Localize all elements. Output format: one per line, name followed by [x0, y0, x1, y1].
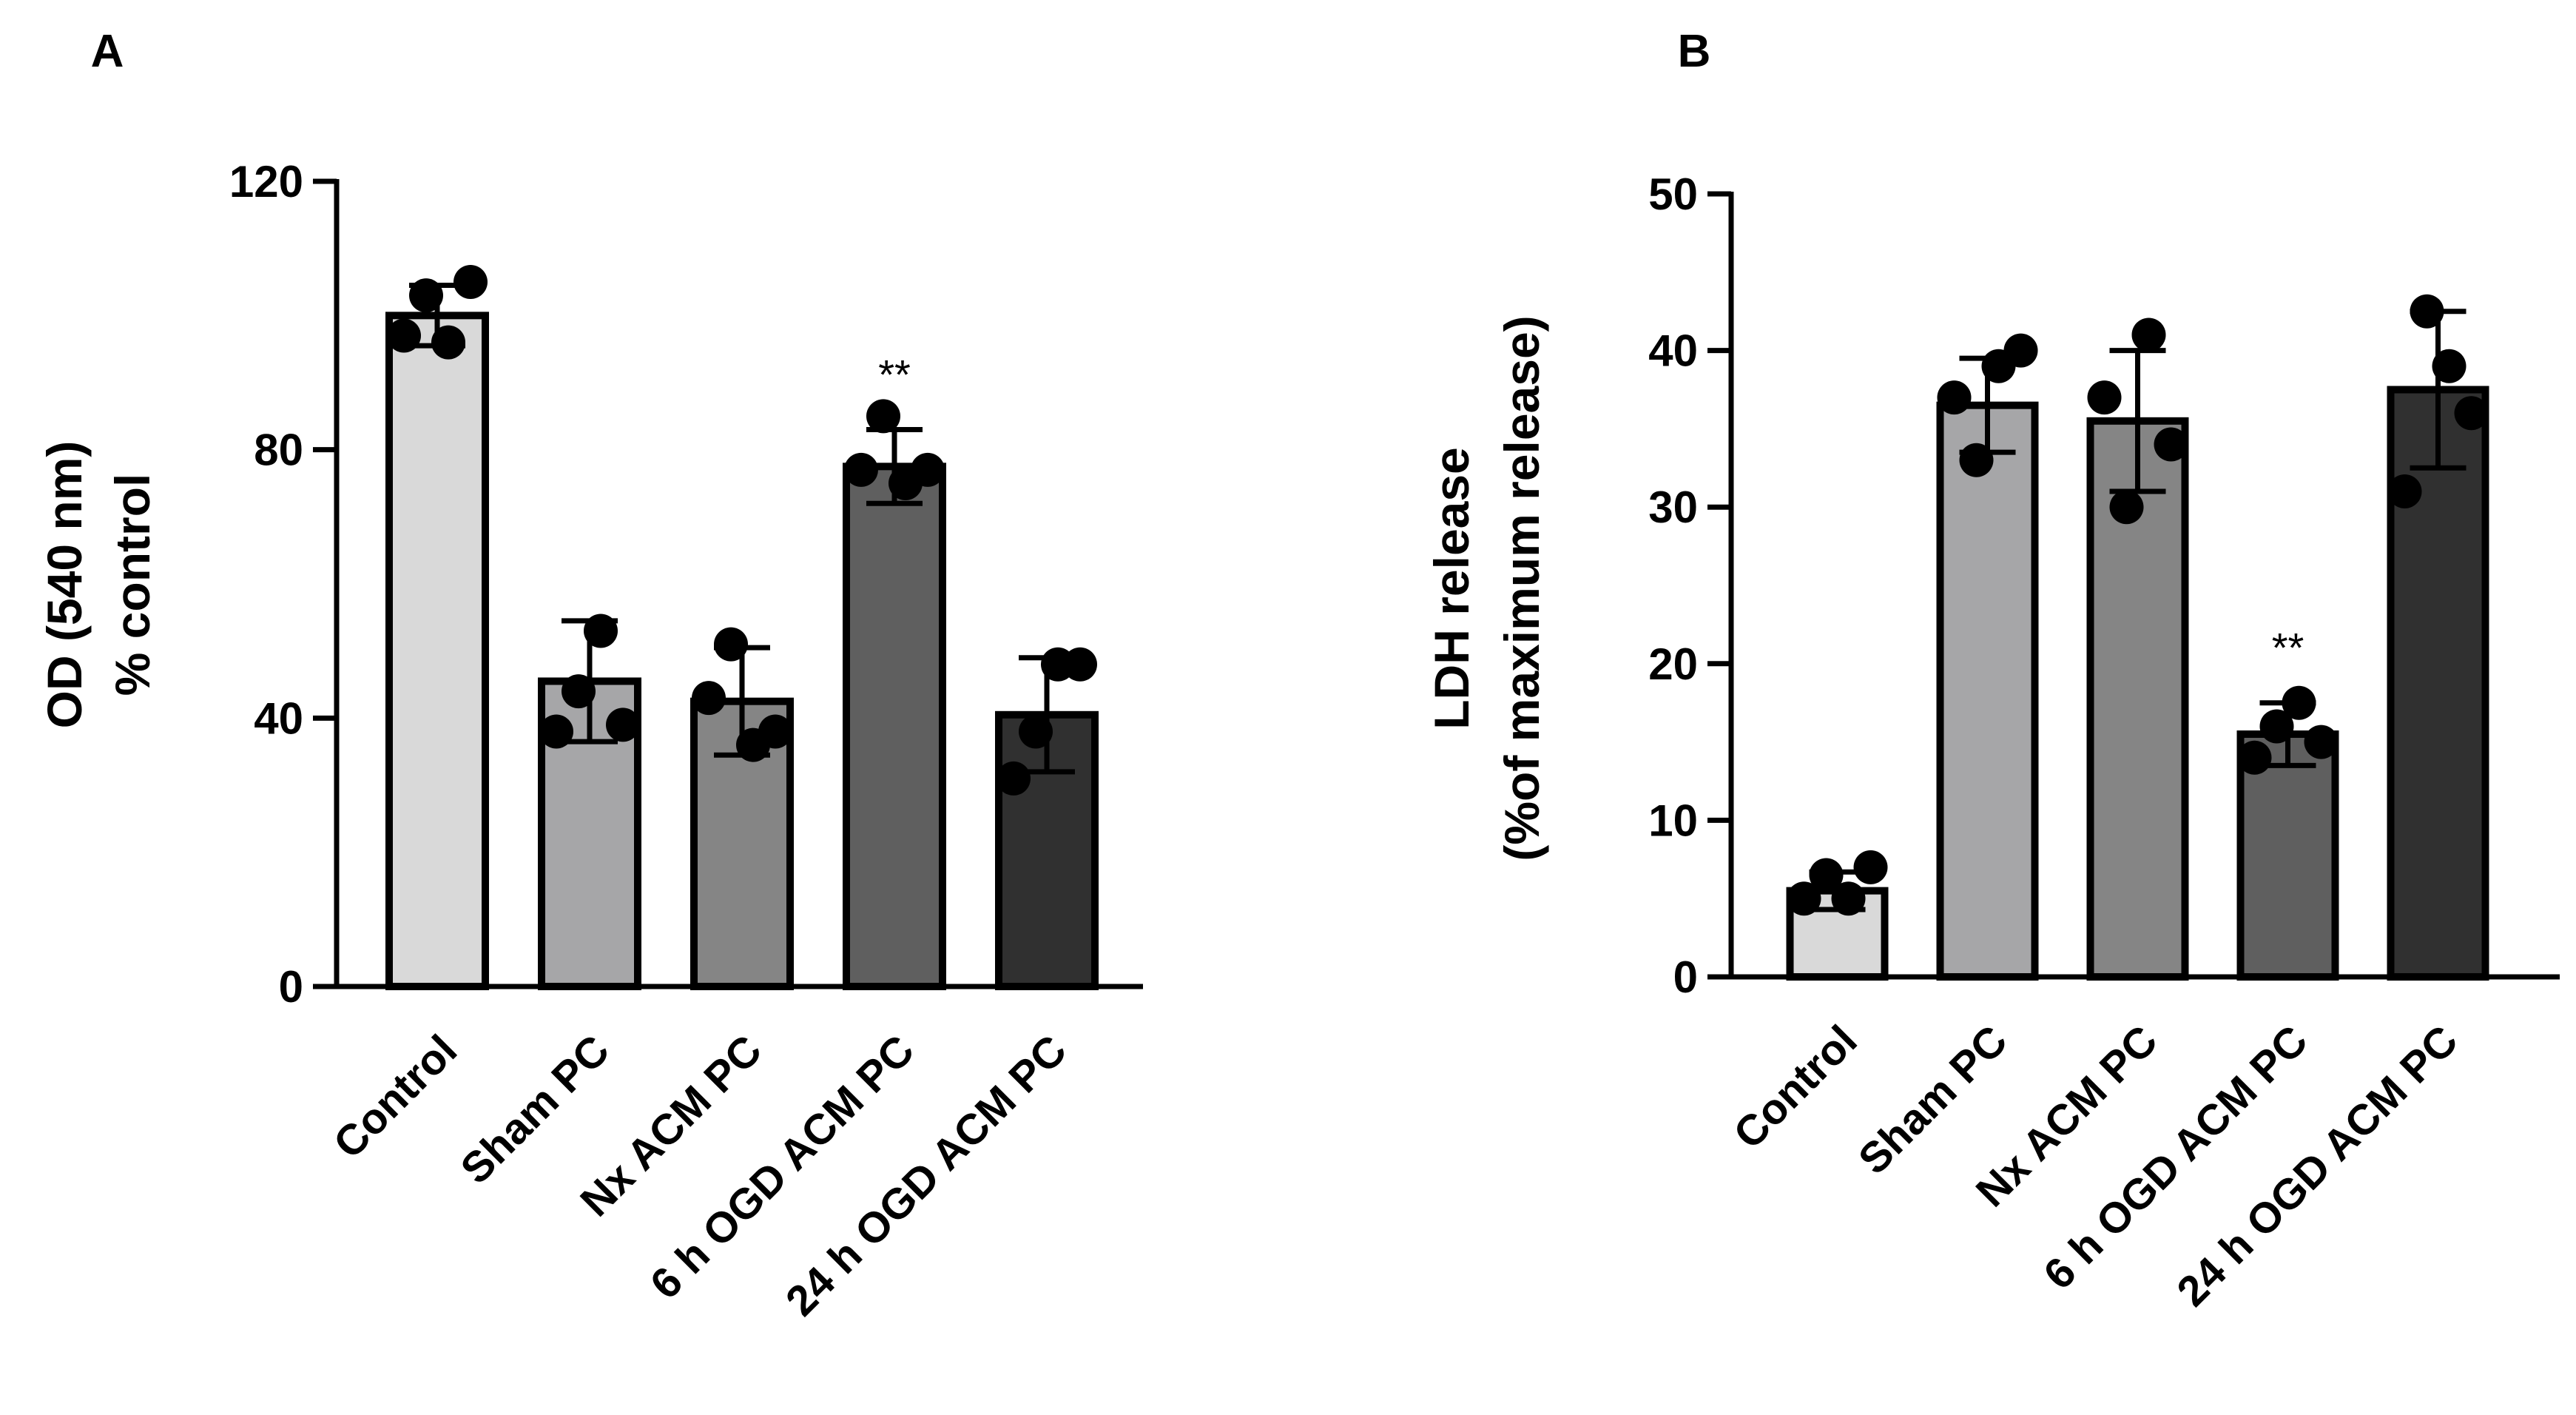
category-label: Sham PC [451, 1026, 618, 1193]
bar [843, 463, 946, 990]
data-point [866, 399, 900, 434]
data-point [431, 325, 465, 360]
data-point [844, 452, 878, 487]
y-tick-label: 40 [254, 693, 303, 743]
data-point [997, 761, 1031, 796]
category-label: 6 h OGD ACM PC [641, 1026, 924, 1308]
data-point [1063, 647, 1097, 682]
data-point [1853, 850, 1888, 884]
bar [2236, 730, 2339, 981]
bar [1936, 401, 2039, 981]
data-point [2131, 317, 2166, 352]
y-tick-label: 0 [1673, 952, 1698, 1002]
data-point [2432, 349, 2467, 383]
y-tick-label: 0 [279, 962, 303, 1012]
data-point [562, 674, 596, 709]
significance-label: ** [2272, 625, 2304, 671]
y-axis-title-line: % control [105, 474, 160, 696]
bar [2387, 386, 2489, 981]
panel-a: A OD (540 nm)% control 0 40 80 120 ControlSham… [37, 26, 1143, 1325]
data-point [454, 265, 488, 299]
data-point [2454, 396, 2489, 431]
y-tick-label: 30 [1648, 483, 1698, 532]
data-point [606, 708, 640, 742]
data-point [387, 318, 421, 353]
y-tick-label: 50 [1648, 169, 1698, 219]
data-point [2387, 474, 2422, 509]
data-point [1937, 380, 1972, 415]
data-point [1019, 714, 1053, 749]
significance-label: ** [878, 351, 911, 397]
data-point [692, 681, 726, 716]
data-point [2304, 725, 2339, 759]
y-tick-label: 120 [229, 157, 303, 206]
y-axis-title-line: (%of maximum release) [1494, 315, 1549, 861]
data-point [1809, 858, 1844, 893]
panel-b: B LDH release (%of maximum release) 0 10 20 30… [1424, 26, 2560, 1316]
data-point [2410, 294, 2444, 329]
data-point [539, 714, 573, 749]
data-point [911, 452, 945, 487]
data-point [1787, 881, 1821, 916]
bar [385, 312, 489, 991]
data-point [2154, 427, 2188, 462]
category-label: 6 h OGD ACM PC [2034, 1016, 2317, 1299]
data-point [2237, 740, 2272, 775]
data-point [584, 614, 618, 648]
y-axis-title-line: OD (540 nm) [37, 441, 92, 729]
data-point [409, 278, 443, 313]
data-point [758, 714, 792, 749]
y-tick-label: 40 [1648, 326, 1698, 376]
bar [995, 710, 1099, 990]
category-label: 24 h OGD ACM PC [777, 1026, 1076, 1325]
data-point [2259, 709, 2294, 744]
panel-letter: A [91, 26, 124, 77]
category-label: 24 h OGD ACM PC [2168, 1016, 2467, 1315]
y-tick-label: 20 [1648, 639, 1698, 689]
y-tick-label: 80 [254, 426, 303, 475]
data-point [1831, 881, 1866, 916]
y-tick-label: 10 [1648, 796, 1698, 845]
data-point [2087, 380, 2122, 415]
category-label: Control [1724, 1016, 1867, 1158]
panel-letter: B [1678, 26, 1711, 77]
category-label: Control [324, 1026, 466, 1168]
data-point [1959, 443, 1994, 477]
data-point [2109, 490, 2144, 525]
data-point [714, 627, 748, 662]
y-axis-title-line: LDH release [1424, 447, 1479, 730]
data-point [2003, 333, 2038, 368]
data-point [2282, 685, 2316, 720]
